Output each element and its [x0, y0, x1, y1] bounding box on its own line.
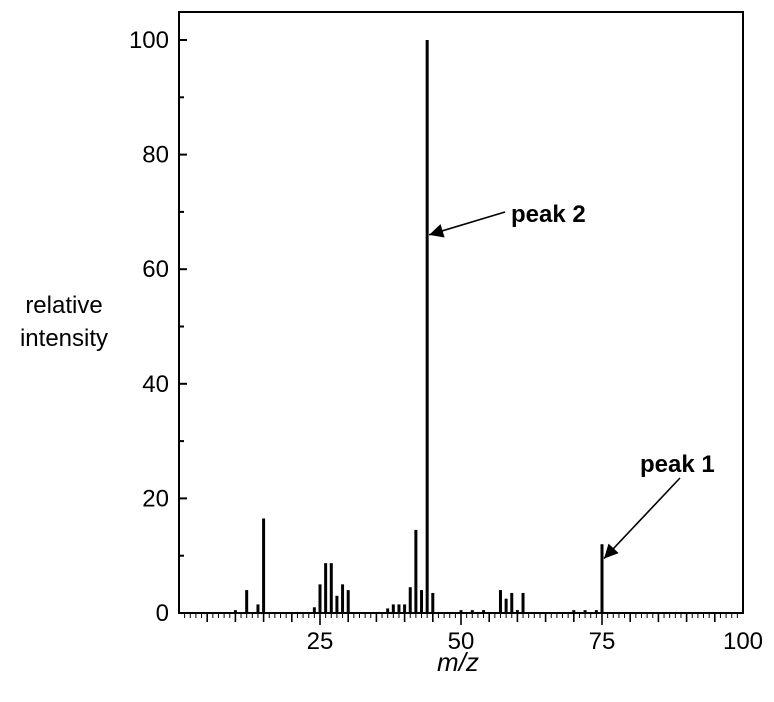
annotation-arrow: [428, 211, 506, 238]
y-tick-label: 40: [142, 371, 169, 398]
y-tick-label: 20: [142, 485, 169, 512]
spectrum-peaks: [233, 40, 604, 613]
y-tick-label: 80: [142, 142, 169, 169]
x-tick-label: 100: [723, 628, 763, 655]
peak-annotations: peak 2 peak 1: [428, 201, 715, 560]
x-tick-label: 75: [589, 628, 616, 655]
y-axis-ticks: 0 20 40 60 80 100: [129, 27, 187, 627]
y-axis-label-line-1: relative: [25, 292, 102, 319]
y-axis-label-line-2: intensity: [20, 325, 108, 352]
annotation-arrow: [603, 477, 681, 560]
annotation-label: peak 2: [511, 201, 586, 228]
y-tick-label: 100: [129, 27, 169, 54]
x-axis-label: m/z: [437, 647, 479, 677]
x-tick-label: 25: [307, 628, 334, 655]
x-tick-label: 50: [448, 628, 475, 655]
x-axis-ticks: 25 50 75 100: [184, 613, 763, 655]
y-tick-label: 0: [156, 600, 169, 627]
y-tick-label: 60: [142, 256, 169, 283]
annotation-label: peak 1: [640, 451, 715, 478]
